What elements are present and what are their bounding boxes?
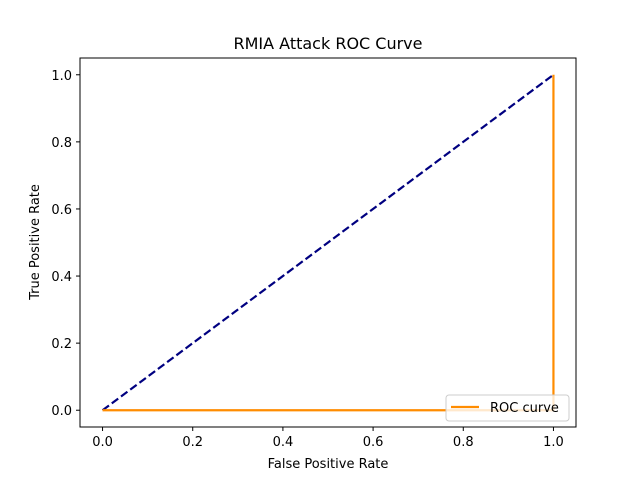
y-axis-label: True Positive Rate xyxy=(28,184,43,301)
series-line-diagonal xyxy=(101,73,555,412)
x-axis-label: False Positive Rate xyxy=(268,457,389,472)
y-tick-label: 0.6 xyxy=(51,203,72,218)
x-tick-label: 0.2 xyxy=(182,435,203,450)
y-tick-label: 1.0 xyxy=(51,69,72,84)
x-tick-label: 1.0 xyxy=(543,435,564,450)
y-tick-label: 0.0 xyxy=(51,404,72,419)
legend: ROC curve xyxy=(445,394,570,422)
chart-title: RMIA Attack ROC Curve xyxy=(233,34,422,53)
legend-label-roc-curve: ROC curve xyxy=(490,401,559,416)
y-tick-label: 0.4 xyxy=(51,270,72,285)
legend-box xyxy=(445,394,570,422)
y-tick-label: 0.8 xyxy=(51,136,72,151)
x-tick-label: 0.0 xyxy=(92,435,113,450)
x-axis-ticks: 0.0 0.2 0.4 0.6 0.8 1.0 xyxy=(92,427,564,450)
y-tick-label: 0.2 xyxy=(51,337,72,352)
y-axis-ticks: 0.0 0.2 0.4 0.6 0.8 1.0 xyxy=(51,69,80,419)
x-tick-label: 0.6 xyxy=(363,435,384,450)
x-tick-label: 0.8 xyxy=(453,435,474,450)
x-tick-label: 0.4 xyxy=(273,435,294,450)
plot-frame xyxy=(79,57,577,428)
